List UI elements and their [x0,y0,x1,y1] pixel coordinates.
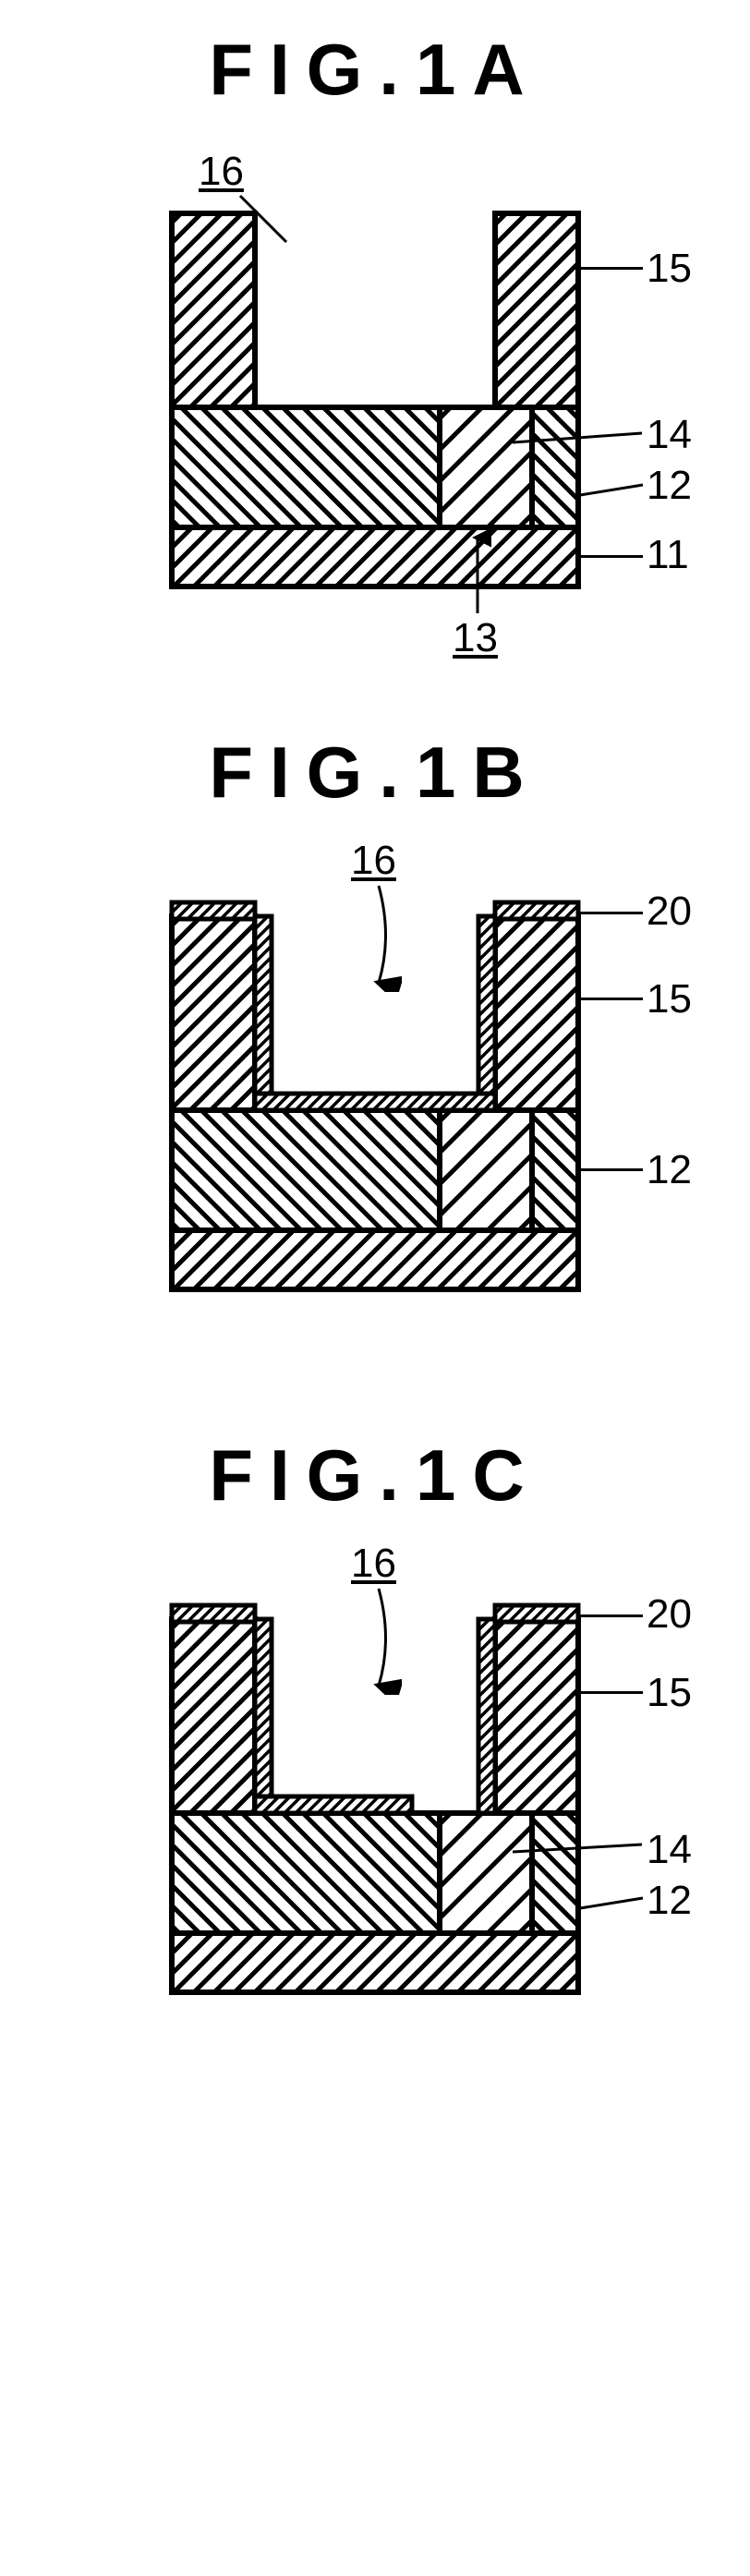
label-12: 12 [647,463,692,509]
figure-title: FIG.1C [0,1433,750,1518]
label-12: 12 [647,1147,692,1193]
figure-1b: FIG.1B [0,731,750,1378]
leader-13 [464,530,491,618]
leader-12 [580,1894,647,1913]
label-15: 15 [647,246,692,292]
label-15: 15 [647,1670,692,1716]
diagram-1b: 16 20 15 12 [0,861,750,1378]
figure-title: FIG.1B [0,731,750,815]
label-15: 15 [647,976,692,1022]
label-20: 20 [647,1591,692,1638]
label-12: 12 [647,1878,692,1924]
label-16: 16 [351,1541,396,1587]
label-13: 13 [453,615,498,661]
diagram-1c: 16 20 15 14 12 [0,1564,750,2044]
diagram-svg [135,158,615,620]
figure-title: FIG.1A [0,28,750,112]
leader-14 [513,431,647,450]
diagram-1a: 16 15 14 12 11 13 [0,158,750,675]
label-14: 14 [647,1827,692,1873]
leader-16 [236,191,309,256]
label-16: 16 [351,838,396,884]
leader-12 [580,481,647,500]
label-16: 16 [199,149,244,195]
figure-1c: FIG.1C 16 [0,1433,750,2044]
leader-16 [365,881,402,992]
label-20: 20 [647,889,692,935]
leader-14 [513,1841,647,1859]
label-11: 11 [647,532,689,578]
label-14: 14 [647,412,692,458]
leader-16 [365,1584,402,1695]
figure-1a: FIG.1A [0,28,750,675]
